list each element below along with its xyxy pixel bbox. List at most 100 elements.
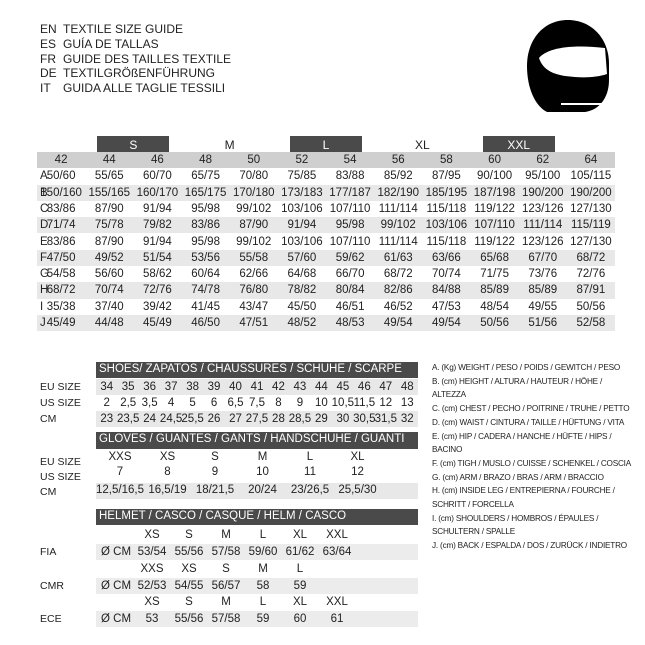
size-value: 105/115 xyxy=(570,170,612,183)
size-label: 62 xyxy=(536,154,550,166)
section-title: HELMET / CASCO / CASQUE / HELM / CASCO xyxy=(99,510,347,522)
size-label: 44 xyxy=(102,154,116,166)
legend-item: B. (cm) HEIGHT / ALTURA / HAUTEUR / HÖHE… xyxy=(432,376,603,400)
size-value: 87/90 xyxy=(239,219,269,232)
size-value: 71/74 xyxy=(46,219,76,232)
language-code: ES xyxy=(40,36,57,51)
size-value: 50/60 xyxy=(46,170,76,183)
shoe-size: 5 xyxy=(189,397,196,409)
shoe-size: 30,5 xyxy=(353,413,376,425)
size-value: 53/56 xyxy=(191,251,220,264)
size-value: 49/52 xyxy=(94,251,124,264)
shoe-size: 37 xyxy=(164,381,178,393)
size-value: 150/160 xyxy=(40,186,82,199)
size-label: 46 xyxy=(151,154,164,166)
row-band xyxy=(96,544,418,560)
size-value: 73/76 xyxy=(528,268,558,281)
size-value: 115/119 xyxy=(570,219,611,232)
row-label: I xyxy=(40,300,44,313)
size-value: 47/51 xyxy=(239,317,269,329)
size-value: 111/114 xyxy=(378,202,418,215)
shoe-size: 38 xyxy=(186,381,199,393)
size-value: 35/38 xyxy=(46,300,76,313)
shoe-size: 13 xyxy=(400,397,414,409)
guide-title: TEXTILE SIZE GUIDE xyxy=(63,22,184,36)
glove-size: 12 xyxy=(351,466,364,478)
size-group-band xyxy=(482,136,555,152)
size-value: 111/114 xyxy=(378,235,418,248)
size-value: 83/86 xyxy=(46,235,76,248)
row-label: US SIZE xyxy=(40,471,81,483)
shoe-size: 46 xyxy=(357,381,371,393)
unit-label: Ø CM xyxy=(101,579,132,592)
size-value: 87/90 xyxy=(94,202,124,215)
row-label: F xyxy=(40,251,48,264)
helmet-size: XS xyxy=(144,596,160,608)
size-value: 70/74 xyxy=(432,268,461,281)
size-value: 45/49 xyxy=(143,317,172,329)
row-band xyxy=(96,577,418,594)
shoe-size: 7,5 xyxy=(249,397,265,409)
size-value: 103/106 xyxy=(425,219,468,232)
helmet-size: L xyxy=(296,562,304,575)
shoe-size: 3,5 xyxy=(141,397,158,409)
size-value: 85/89 xyxy=(528,284,558,297)
glove-size: 25,5/30 xyxy=(338,484,377,496)
helmet-cm: 57/58 xyxy=(211,546,241,558)
legend-item: G. (cm) ARM / BRAZO / BRAS / ARM / BRACC… xyxy=(432,472,604,482)
size-value: 70/74 xyxy=(94,284,124,297)
size-value: 49/54 xyxy=(383,317,413,329)
helmet-cm: 60 xyxy=(293,613,307,625)
section-title: GLOVES / GUANTES / GANTS / HANDSCHUHE / … xyxy=(99,433,405,445)
size-value: 90/100 xyxy=(476,170,513,183)
row-label: C xyxy=(40,202,49,215)
size-value: 46/51 xyxy=(335,300,365,313)
size-value: 99/102 xyxy=(236,235,272,248)
helmet-size: S xyxy=(222,562,230,575)
guide-title: GUÍA DE TALLAS xyxy=(63,36,159,51)
size-value: 85/89 xyxy=(480,284,509,297)
size-value: 83/86 xyxy=(46,202,76,215)
size-value: 52/58 xyxy=(576,317,606,329)
helmet-size: XXS xyxy=(140,562,164,575)
size-label: 42 xyxy=(54,154,68,166)
size-value: 119/122 xyxy=(474,202,515,215)
size-value: 75/85 xyxy=(287,170,317,183)
size-value: 95/98 xyxy=(191,202,220,215)
shoe-size: 28 xyxy=(272,413,285,425)
size-value: 68/72 xyxy=(383,268,413,281)
size-value: 68/72 xyxy=(576,251,606,264)
legend-item: E. (cm) HIP / CADERA / HANCHE / HÜFTE / … xyxy=(432,431,612,455)
size-value: 87/95 xyxy=(432,170,461,183)
size-value: 187/198 xyxy=(473,186,516,199)
size-value: 66/70 xyxy=(335,268,365,281)
size-group: XXL xyxy=(507,138,530,152)
size-value: 49/54 xyxy=(432,317,461,329)
row-label: G xyxy=(40,268,49,281)
section-title: SHOES/ ZAPATOS / CHAUSSURES / SCHUHE / S… xyxy=(99,363,402,375)
size-value: 95/100 xyxy=(525,170,561,183)
guide-title: TEXTILGRÖßENFÜHRUNG xyxy=(63,66,216,81)
shoe-size: 48 xyxy=(400,381,414,393)
row-label: EU SIZE xyxy=(40,456,81,468)
size-value: 99/102 xyxy=(236,202,272,215)
legend-item: C. (cm) CHEST / PECHO / POITRINE / TRUHE… xyxy=(432,404,630,414)
size-value: 70/80 xyxy=(239,170,269,183)
helmet-size: S xyxy=(185,529,193,541)
shoe-size: 27,5 xyxy=(245,413,269,425)
row-label: US SIZE xyxy=(40,397,81,409)
size-value: 185/195 xyxy=(425,186,468,199)
row-label: EU SIZE xyxy=(40,381,81,393)
size-value: 58/62 xyxy=(143,268,172,281)
glove-size: XS xyxy=(159,451,176,463)
guide-title: GUIDE DES TAILLES TEXTILE xyxy=(63,51,232,66)
size-value: 65/75 xyxy=(191,170,220,183)
glove-size: 16,5/19 xyxy=(148,484,187,496)
size-value: 111/114 xyxy=(523,219,563,232)
shoe-size: 8 xyxy=(275,397,282,409)
shoe-size: 2,5 xyxy=(120,397,137,409)
language-code: DE xyxy=(40,66,57,81)
row-band xyxy=(96,379,418,395)
size-label: 60 xyxy=(488,154,501,166)
size-value: 127/130 xyxy=(570,235,612,248)
